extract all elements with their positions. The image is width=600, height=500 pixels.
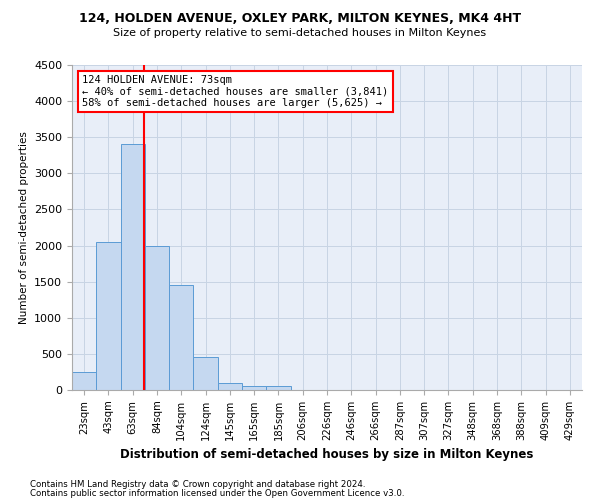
Text: 124 HOLDEN AVENUE: 73sqm
← 40% of semi-detached houses are smaller (3,841)
58% o: 124 HOLDEN AVENUE: 73sqm ← 40% of semi-d… — [82, 74, 388, 108]
Bar — [218, 383, 242, 390]
Bar — [266, 386, 290, 390]
Bar — [193, 357, 218, 390]
Bar — [72, 372, 96, 390]
Bar — [145, 246, 169, 390]
Bar — [242, 386, 266, 390]
Text: Contains public sector information licensed under the Open Government Licence v3: Contains public sector information licen… — [30, 488, 404, 498]
Text: Size of property relative to semi-detached houses in Milton Keynes: Size of property relative to semi-detach… — [113, 28, 487, 38]
Bar — [96, 242, 121, 390]
Y-axis label: Number of semi-detached properties: Number of semi-detached properties — [19, 131, 29, 324]
Bar — [121, 144, 145, 390]
X-axis label: Distribution of semi-detached houses by size in Milton Keynes: Distribution of semi-detached houses by … — [121, 448, 533, 462]
Bar — [169, 286, 193, 390]
Text: 124, HOLDEN AVENUE, OXLEY PARK, MILTON KEYNES, MK4 4HT: 124, HOLDEN AVENUE, OXLEY PARK, MILTON K… — [79, 12, 521, 26]
Text: Contains HM Land Registry data © Crown copyright and database right 2024.: Contains HM Land Registry data © Crown c… — [30, 480, 365, 489]
